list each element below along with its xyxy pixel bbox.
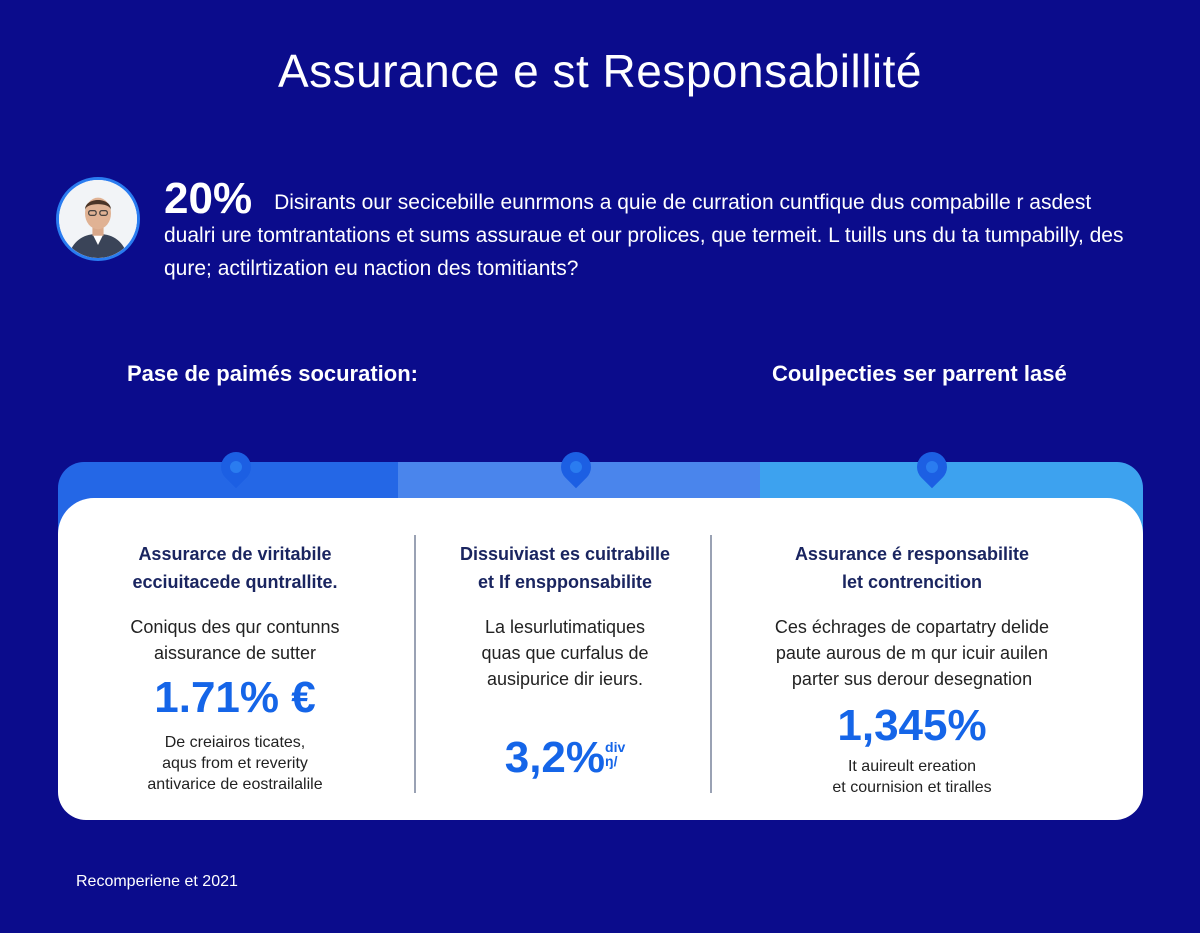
note-line: It auireult ereation <box>847 758 977 775</box>
suffix-line: div <box>605 739 626 755</box>
body-line: La lesurlutimatiques <box>484 617 646 637</box>
column-body: La lesurlutimatiques quas que curfalus d… <box>420 614 710 692</box>
person-portrait-icon <box>59 180 137 258</box>
subheading-left: Pase de paimés socuration: <box>127 361 418 386</box>
column-body: Coniqus des quɾ contunns aissurance de s… <box>90 614 380 666</box>
note-line: et cournision et tiralles <box>832 779 992 796</box>
note-line: De creiairos ticates, <box>164 734 306 751</box>
body-line: ausipurice dir ieurs. <box>486 669 644 689</box>
heading-line: Dissuiviast es cuitrabille <box>459 544 671 564</box>
body-line: quas que curfalus de <box>481 643 649 663</box>
column-note: It auireult ereation et cournision et ti… <box>722 756 1102 798</box>
heading-line: Assurance é responsabilite <box>794 544 1030 564</box>
column-1: Assurarce de viritabile ecciuitacede qun… <box>90 540 380 795</box>
intro-paragraph: 20% Disirants our secicebille eunrmons a … <box>164 177 1124 285</box>
intro-percent: 20% <box>164 174 253 223</box>
suffix-line: ŋ/ <box>605 753 618 769</box>
column-heading: Assurance é responsabilite let contrenci… <box>722 540 1102 596</box>
note-line: antivarice de eostrailalile <box>147 776 323 793</box>
info-card <box>58 498 1143 820</box>
subheading-right: Coulpecties ser parrent lasé <box>772 361 1067 386</box>
column-heading: Dissuiviast es cuitrabille et If ensppon… <box>420 540 710 596</box>
heading-line: ecciuitacede quntrallite. <box>132 572 338 592</box>
body-line: paute aurous de m qur icuir auilen <box>775 643 1049 663</box>
stat-value: 3,2% <box>504 733 606 782</box>
column-stat: 3,2% div ŋ/ <box>420 734 710 782</box>
page-title: Assurance e st Responsabillité <box>278 45 922 97</box>
column-stat: 1,345% <box>837 701 987 750</box>
column-stat: 1.71% € <box>154 673 316 722</box>
stat-suffix: div ŋ/ <box>605 740 625 768</box>
column-divider <box>414 535 416 793</box>
column-note: De creiairos ticates, aqus from et rever… <box>90 732 380 795</box>
heading-line: let contrencition <box>841 572 982 592</box>
column-2: Dissuiviast es cuitrabille et If ensppon… <box>420 540 710 782</box>
column-heading: Assurarce de viritabile ecciuitacede qun… <box>90 540 380 596</box>
body-line: parter sus derour desegnation <box>791 669 1033 689</box>
footer-text: Recomperiene et 2021 <box>76 873 238 890</box>
avatar <box>56 177 140 261</box>
column-divider <box>710 535 712 793</box>
note-line: aqus from et reverity <box>162 755 308 772</box>
body-line: Coniqus des quɾ contunns <box>130 617 340 637</box>
column-body: Ces échrages de copartatry delide paute … <box>722 614 1102 692</box>
body-line: aissurance de sutter <box>153 643 317 663</box>
body-line: Ces échrages de copartatry delide <box>774 617 1050 637</box>
heading-line: et If enspponsabilite <box>477 572 653 592</box>
intro-text: Disirants our secicebille eunrmons a qui… <box>164 191 1124 280</box>
column-3: Assurance é responsabilite let contrenci… <box>722 540 1102 798</box>
heading-line: Assurarce de viritabile <box>138 544 332 564</box>
